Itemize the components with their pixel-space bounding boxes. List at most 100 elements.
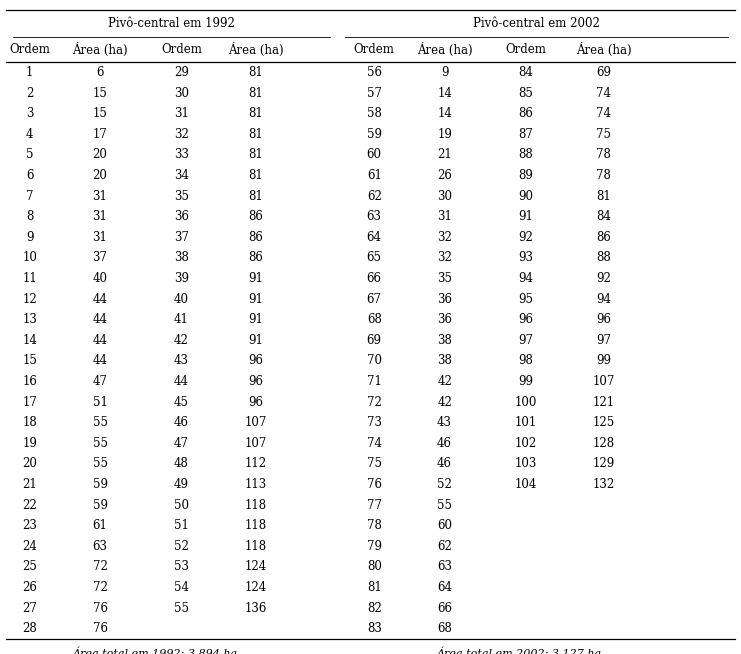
Text: 84: 84 bbox=[597, 210, 611, 223]
Text: 104: 104 bbox=[515, 478, 537, 491]
Text: 81: 81 bbox=[248, 86, 263, 99]
Text: 19: 19 bbox=[437, 128, 452, 141]
Text: 42: 42 bbox=[174, 334, 189, 347]
Text: 74: 74 bbox=[367, 437, 382, 450]
Text: 74: 74 bbox=[597, 86, 611, 99]
Text: 69: 69 bbox=[597, 66, 611, 79]
Text: 37: 37 bbox=[174, 231, 189, 244]
Text: 118: 118 bbox=[245, 519, 267, 532]
Text: 125: 125 bbox=[593, 416, 615, 429]
Text: 3: 3 bbox=[26, 107, 33, 120]
Text: 45: 45 bbox=[174, 396, 189, 409]
Text: 31: 31 bbox=[174, 107, 189, 120]
Text: 96: 96 bbox=[519, 313, 534, 326]
Text: 39: 39 bbox=[174, 272, 189, 285]
Text: 57: 57 bbox=[367, 86, 382, 99]
Text: 59: 59 bbox=[93, 498, 107, 511]
Text: 20: 20 bbox=[93, 148, 107, 162]
Text: 132: 132 bbox=[593, 478, 615, 491]
Text: 12: 12 bbox=[22, 292, 37, 305]
Text: 44: 44 bbox=[93, 292, 107, 305]
Text: 54: 54 bbox=[174, 581, 189, 594]
Text: 100: 100 bbox=[515, 396, 537, 409]
Text: 40: 40 bbox=[174, 292, 189, 305]
Text: 52: 52 bbox=[174, 540, 189, 553]
Text: 17: 17 bbox=[93, 128, 107, 141]
Text: 9: 9 bbox=[26, 231, 33, 244]
Text: 36: 36 bbox=[174, 210, 189, 223]
Text: 51: 51 bbox=[93, 396, 107, 409]
Text: 30: 30 bbox=[174, 86, 189, 99]
Text: 36: 36 bbox=[437, 313, 452, 326]
Text: 26: 26 bbox=[22, 581, 37, 594]
Text: 81: 81 bbox=[367, 581, 382, 594]
Text: 121: 121 bbox=[593, 396, 615, 409]
Text: 62: 62 bbox=[437, 540, 452, 553]
Text: 93: 93 bbox=[519, 251, 534, 264]
Text: 86: 86 bbox=[597, 231, 611, 244]
Text: 63: 63 bbox=[367, 210, 382, 223]
Text: 86: 86 bbox=[519, 107, 534, 120]
Text: 17: 17 bbox=[22, 396, 37, 409]
Text: 65: 65 bbox=[367, 251, 382, 264]
Text: 88: 88 bbox=[597, 251, 611, 264]
Text: 74: 74 bbox=[597, 107, 611, 120]
Text: 107: 107 bbox=[593, 375, 615, 388]
Text: 40: 40 bbox=[93, 272, 107, 285]
Text: 58: 58 bbox=[367, 107, 382, 120]
Text: 43: 43 bbox=[437, 416, 452, 429]
Text: 96: 96 bbox=[248, 354, 263, 368]
Text: 14: 14 bbox=[437, 107, 452, 120]
Text: 107: 107 bbox=[245, 416, 267, 429]
Text: 31: 31 bbox=[93, 210, 107, 223]
Text: Ordem: Ordem bbox=[353, 43, 395, 56]
Text: 9: 9 bbox=[441, 66, 448, 79]
Text: 13: 13 bbox=[22, 313, 37, 326]
Text: 36: 36 bbox=[437, 292, 452, 305]
Text: 6: 6 bbox=[96, 66, 104, 79]
Text: Ordem: Ordem bbox=[505, 43, 547, 56]
Text: 118: 118 bbox=[245, 540, 267, 553]
Text: 91: 91 bbox=[248, 272, 263, 285]
Text: 15: 15 bbox=[22, 354, 37, 368]
Text: 68: 68 bbox=[367, 313, 382, 326]
Text: 76: 76 bbox=[93, 602, 107, 615]
Text: 19: 19 bbox=[22, 437, 37, 450]
Text: 20: 20 bbox=[22, 457, 37, 470]
Text: 124: 124 bbox=[245, 560, 267, 574]
Text: 95: 95 bbox=[519, 292, 534, 305]
Text: 82: 82 bbox=[367, 602, 382, 615]
Text: 6: 6 bbox=[26, 169, 33, 182]
Text: 103: 103 bbox=[515, 457, 537, 470]
Text: 55: 55 bbox=[93, 416, 107, 429]
Text: Área (ha): Área (ha) bbox=[576, 43, 632, 57]
Text: 64: 64 bbox=[437, 581, 452, 594]
Text: 71: 71 bbox=[367, 375, 382, 388]
Text: 26: 26 bbox=[437, 169, 452, 182]
Text: 55: 55 bbox=[437, 498, 452, 511]
Text: 72: 72 bbox=[367, 396, 382, 409]
Text: 94: 94 bbox=[597, 292, 611, 305]
Text: 64: 64 bbox=[367, 231, 382, 244]
Text: 38: 38 bbox=[437, 334, 452, 347]
Text: 97: 97 bbox=[597, 334, 611, 347]
Text: Área total em 1992: 3.894 ha.: Área total em 1992: 3.894 ha. bbox=[73, 648, 241, 654]
Text: Ordem: Ordem bbox=[161, 43, 202, 56]
Text: 75: 75 bbox=[597, 128, 611, 141]
Text: 88: 88 bbox=[519, 148, 534, 162]
Text: 47: 47 bbox=[174, 437, 189, 450]
Text: 42: 42 bbox=[437, 396, 452, 409]
Text: 35: 35 bbox=[437, 272, 452, 285]
Text: 96: 96 bbox=[597, 313, 611, 326]
Text: 78: 78 bbox=[597, 148, 611, 162]
Text: 112: 112 bbox=[245, 457, 267, 470]
Text: 102: 102 bbox=[515, 437, 537, 450]
Text: Pivô-central em 1992: Pivô-central em 1992 bbox=[108, 17, 235, 30]
Text: 53: 53 bbox=[174, 560, 189, 574]
Text: 99: 99 bbox=[597, 354, 611, 368]
Text: 8: 8 bbox=[26, 210, 33, 223]
Text: 55: 55 bbox=[93, 437, 107, 450]
Text: 44: 44 bbox=[93, 313, 107, 326]
Text: 81: 81 bbox=[597, 190, 611, 203]
Text: 47: 47 bbox=[93, 375, 107, 388]
